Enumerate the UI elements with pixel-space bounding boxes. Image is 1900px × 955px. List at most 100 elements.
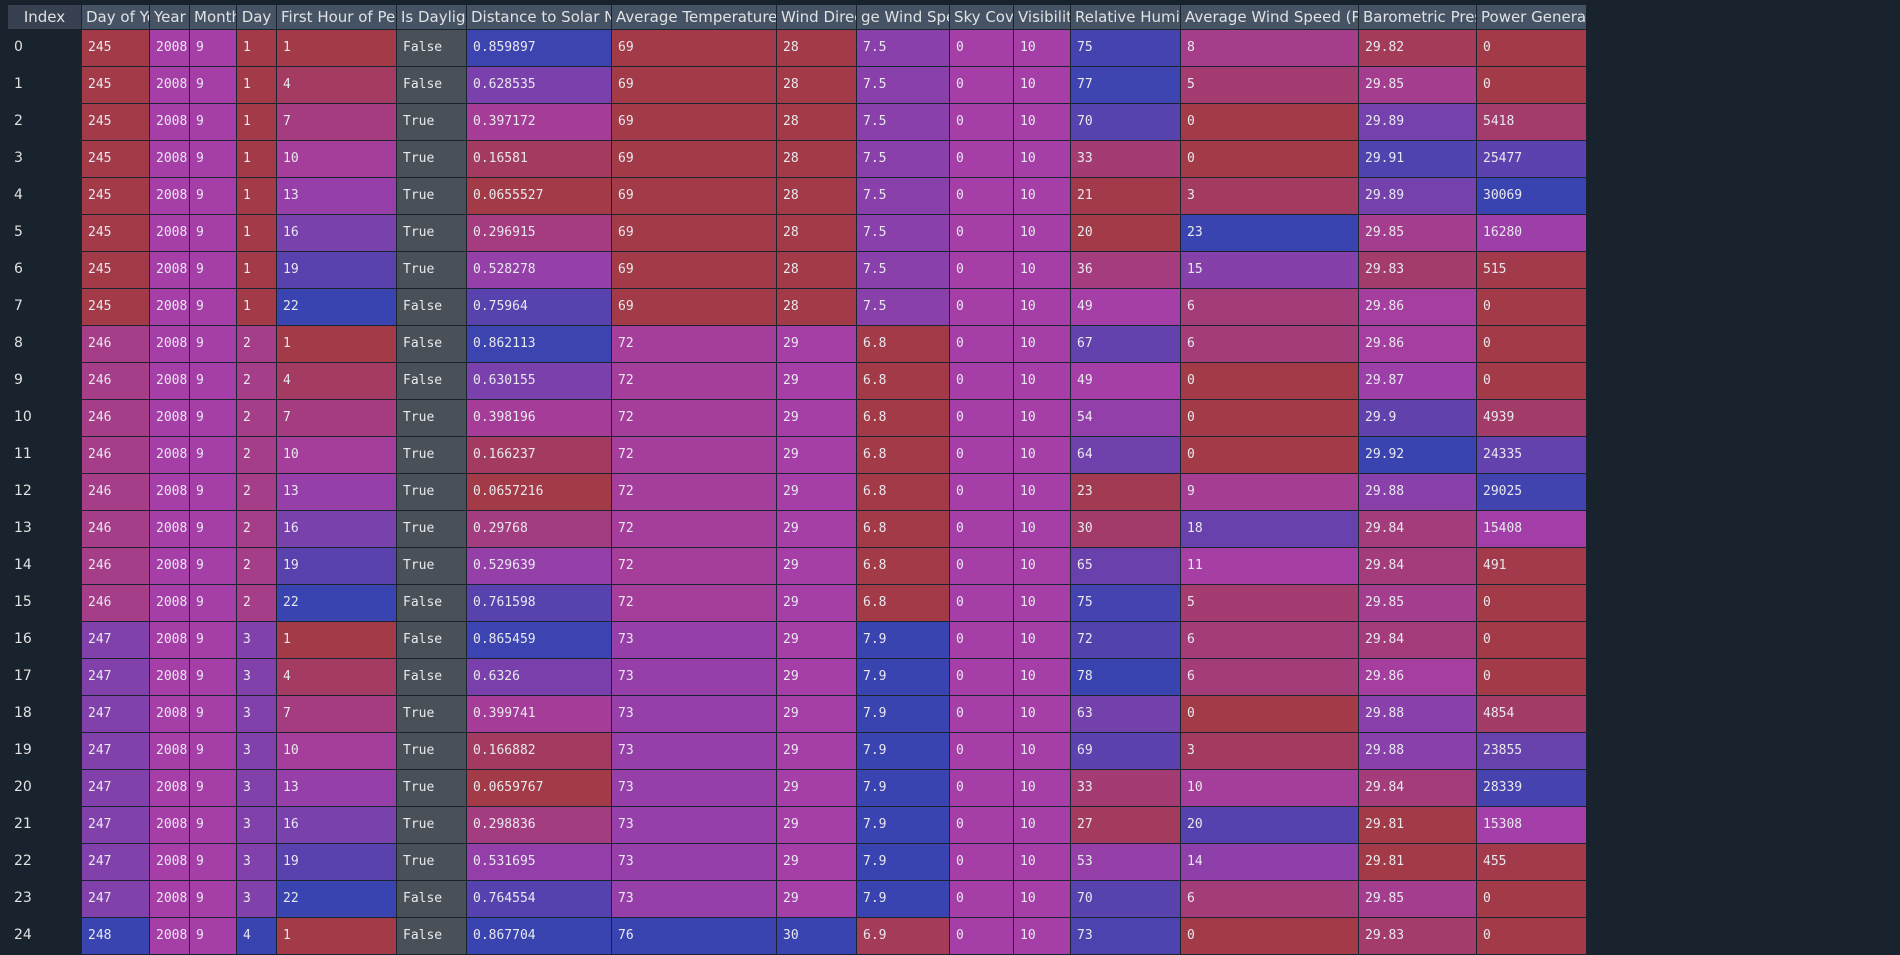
table-cell[interactable]: 7: [277, 400, 397, 437]
table-cell[interactable]: 29: [777, 733, 857, 770]
row-index[interactable]: 5: [8, 215, 82, 252]
table-cell[interactable]: 10: [1014, 215, 1071, 252]
table-cell[interactable]: 0: [950, 844, 1014, 881]
table-cell[interactable]: 0: [950, 326, 1014, 363]
table-cell[interactable]: 0: [1477, 918, 1587, 955]
table-cell[interactable]: 49: [1071, 289, 1181, 326]
table-cell[interactable]: 10: [1014, 733, 1071, 770]
table-cell[interactable]: True: [397, 548, 467, 585]
table-cell[interactable]: 9: [190, 770, 237, 807]
table-cell[interactable]: 10: [1181, 770, 1359, 807]
table-row[interactable]: 9 246 2008 9 2 4 False 0.630155 72 29 6.8 0 10 49 0 29.…: [8, 363, 1587, 400]
table-cell[interactable]: 5418: [1477, 104, 1587, 141]
table-cell[interactable]: 6.8: [857, 548, 950, 585]
row-index[interactable]: 24: [8, 918, 82, 955]
table-cell[interactable]: True: [397, 511, 467, 548]
table-cell[interactable]: 29.87: [1359, 363, 1477, 400]
table-cell[interactable]: 9: [190, 289, 237, 326]
table-cell[interactable]: 5: [1181, 67, 1359, 104]
table-cell[interactable]: True: [397, 474, 467, 511]
table-cell[interactable]: 2008: [150, 622, 190, 659]
table-row[interactable]: 3 245 2008 9 1 10 True 0.16581 69 28 7.5 0 10 33 0 29.9…: [8, 141, 1587, 178]
table-row[interactable]: 1 245 2008 9 1 4 False 0.628535 69 28 7.5 0 10 77 5 29.…: [8, 67, 1587, 104]
table-cell[interactable]: 1: [277, 326, 397, 363]
table-cell[interactable]: 2008: [150, 511, 190, 548]
table-cell[interactable]: 5: [1181, 585, 1359, 622]
column-header[interactable]: Index: [8, 5, 82, 29]
table-cell[interactable]: 247: [82, 659, 150, 696]
table-cell[interactable]: 29: [777, 548, 857, 585]
table-cell[interactable]: 0.859897: [467, 30, 612, 67]
table-cell[interactable]: 33: [1071, 141, 1181, 178]
row-index[interactable]: 1: [8, 67, 82, 104]
table-cell[interactable]: 29: [777, 844, 857, 881]
table-cell[interactable]: 16: [277, 215, 397, 252]
table-cell[interactable]: 10: [1014, 881, 1071, 918]
table-cell[interactable]: 63: [1071, 696, 1181, 733]
table-cell[interactable]: 72: [1071, 622, 1181, 659]
table-cell[interactable]: 6: [1181, 622, 1359, 659]
table-cell[interactable]: 455: [1477, 844, 1587, 881]
table-cell[interactable]: 246: [82, 400, 150, 437]
table-cell[interactable]: 7.9: [857, 659, 950, 696]
table-cell[interactable]: 246: [82, 326, 150, 363]
table-cell[interactable]: 0: [950, 30, 1014, 67]
table-cell[interactable]: 1: [237, 141, 277, 178]
table-cell[interactable]: 10: [1014, 770, 1071, 807]
column-header[interactable]: Month: [190, 5, 237, 29]
table-cell[interactable]: 10: [1014, 326, 1071, 363]
row-index[interactable]: 0: [8, 30, 82, 67]
table-cell[interactable]: 29.89: [1359, 104, 1477, 141]
table-cell[interactable]: 6: [1181, 881, 1359, 918]
table-cell[interactable]: 9: [190, 437, 237, 474]
table-cell[interactable]: 69: [612, 141, 777, 178]
table-cell[interactable]: True: [397, 215, 467, 252]
table-cell[interactable]: 29: [777, 807, 857, 844]
table-cell[interactable]: 2: [237, 511, 277, 548]
table-cell[interactable]: 29.84: [1359, 548, 1477, 585]
table-cell[interactable]: True: [397, 104, 467, 141]
table-cell[interactable]: 0: [1181, 141, 1359, 178]
table-cell[interactable]: 515: [1477, 252, 1587, 289]
table-cell[interactable]: 2008: [150, 215, 190, 252]
table-cell[interactable]: 6: [1181, 326, 1359, 363]
table-cell[interactable]: 0: [950, 252, 1014, 289]
table-row[interactable]: 7 245 2008 9 1 22 False 0.75964 69 28 7.5 0 10 49 6 29.…: [8, 289, 1587, 326]
table-cell[interactable]: 245: [82, 67, 150, 104]
table-cell[interactable]: 2: [237, 548, 277, 585]
table-cell[interactable]: 29: [777, 437, 857, 474]
table-cell[interactable]: 29.83: [1359, 918, 1477, 955]
table-cell[interactable]: 0: [950, 67, 1014, 104]
table-cell[interactable]: 28: [777, 104, 857, 141]
table-cell[interactable]: 9: [1181, 474, 1359, 511]
table-cell[interactable]: 7.9: [857, 807, 950, 844]
table-cell[interactable]: 246: [82, 437, 150, 474]
table-cell[interactable]: 29.85: [1359, 215, 1477, 252]
table-cell[interactable]: 491: [1477, 548, 1587, 585]
table-cell[interactable]: 29: [777, 622, 857, 659]
table-cell[interactable]: 245: [82, 104, 150, 141]
column-header[interactable]: ge Wind Speed: [857, 5, 950, 29]
table-cell[interactable]: 9: [190, 104, 237, 141]
table-cell[interactable]: 29.84: [1359, 622, 1477, 659]
table-cell[interactable]: 0: [950, 807, 1014, 844]
table-cell[interactable]: 6.8: [857, 437, 950, 474]
table-cell[interactable]: 0.528278: [467, 252, 612, 289]
table-cell[interactable]: 4: [277, 67, 397, 104]
table-cell[interactable]: 29.85: [1359, 585, 1477, 622]
row-index[interactable]: 17: [8, 659, 82, 696]
table-cell[interactable]: 3: [237, 696, 277, 733]
table-cell[interactable]: 4854: [1477, 696, 1587, 733]
table-cell[interactable]: 7.5: [857, 30, 950, 67]
table-cell[interactable]: 29.88: [1359, 474, 1477, 511]
table-cell[interactable]: 28: [777, 67, 857, 104]
table-row[interactable]: 20 247 2008 9 3 13 True 0.0659767 73 29 7.9 0 10 33 10…: [8, 770, 1587, 807]
table-cell[interactable]: 7.5: [857, 178, 950, 215]
table-cell[interactable]: 29.89: [1359, 178, 1477, 215]
table-cell[interactable]: 72: [612, 437, 777, 474]
table-cell[interactable]: 2008: [150, 67, 190, 104]
table-cell[interactable]: 9: [190, 548, 237, 585]
table-cell[interactable]: 28: [777, 289, 857, 326]
table-cell[interactable]: 69: [612, 178, 777, 215]
